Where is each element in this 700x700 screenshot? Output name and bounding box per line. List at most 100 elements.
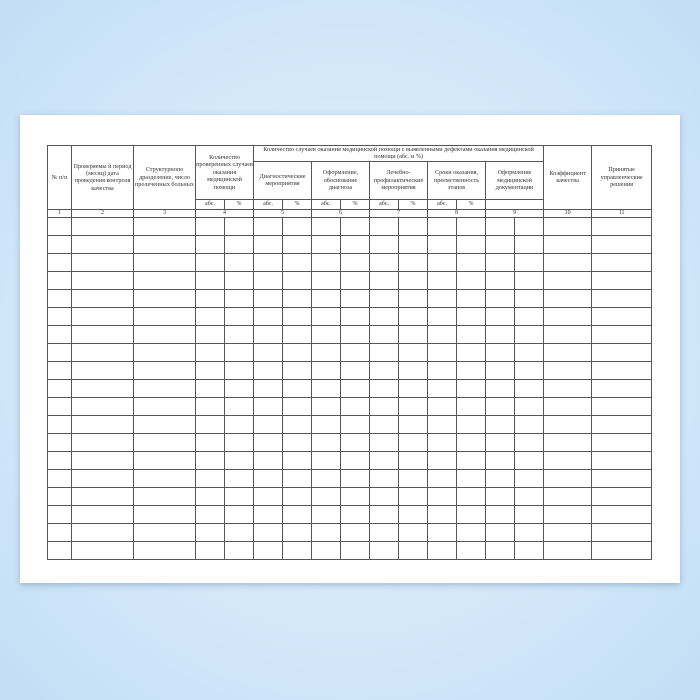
table-cell [47,468,72,488]
table-cell [369,252,400,272]
table-cell [311,504,342,524]
table-cell [543,522,593,542]
table-cell [591,396,653,416]
table-cell [456,342,487,362]
table-cell [71,414,134,434]
table-cell [253,540,284,560]
table-cell [591,252,653,272]
header-decisions: Принятые управленческие решения [591,145,653,210]
table-cell [195,468,225,488]
table-cell [398,234,429,254]
header-period: Проверяемы й период (месяц) дата проведе… [71,145,134,210]
table-cell [223,468,255,488]
table-cell [340,216,371,236]
table-row [47,324,653,344]
table-cell [133,252,196,272]
table-cell [485,396,516,416]
table-cell [71,216,134,236]
header-diagnosis: Оформление, обоснование диагноза [311,160,371,200]
table-cell [456,414,487,434]
column-number: 4 [194,208,255,218]
table-cell [195,216,225,236]
table-cell [427,306,458,326]
table-cell [398,306,429,326]
table-row [47,522,653,542]
table-cell [223,540,255,560]
header-pct: % [398,198,429,210]
table-cell [369,414,400,434]
table-cell [369,306,400,326]
table-cell [591,486,653,506]
table-cell [311,450,342,470]
table-cell [485,504,516,524]
table-cell [398,324,429,344]
table-cell [591,378,653,398]
table-cell [485,450,516,470]
header-pct: % [456,198,487,210]
table-cell [514,360,545,380]
table-row [47,450,653,470]
table-cell [223,342,255,362]
table-cell [369,360,400,380]
table-cell [311,306,342,326]
table-cell [427,216,458,236]
table-cell [427,414,458,434]
column-number: 5 [253,208,313,218]
header-number: № п/п [47,145,72,210]
table-cell [133,360,196,380]
table-cell [485,378,516,398]
table-cell [369,540,400,560]
table-cell [427,288,458,308]
table-cell [47,270,72,290]
table-cell [398,396,429,416]
table-cell [514,234,545,254]
table-cell [311,234,342,254]
table-cell [340,540,371,560]
table-cell [311,414,342,434]
table-cell [282,468,313,488]
table-cell [543,504,593,524]
table-cell [340,342,371,362]
table-cell [591,414,653,434]
table-cell [340,324,371,344]
table-cell [340,252,371,272]
table-cell [195,324,225,344]
header-pct: % [223,198,255,210]
table-cell [398,378,429,398]
table-cell [47,504,72,524]
table-cell [71,360,134,380]
table-cell [591,450,653,470]
column-number: 7 [369,208,429,218]
table-cell [223,306,255,326]
table-cell [398,252,429,272]
table-cell [543,216,593,236]
table-cell [253,504,284,524]
table-cell [282,324,313,344]
table-cell [223,270,255,290]
table-cell [543,342,593,362]
table-cell [485,216,516,236]
table-cell [253,468,284,488]
table-cell [133,342,196,362]
table-cell [47,360,72,380]
table-cell [369,450,400,470]
header-documentation: Оформление медицинской документации [485,160,545,200]
table-cell [71,540,134,560]
table-cell [282,450,313,470]
table-cell [456,396,487,416]
table-cell [133,540,196,560]
table-cell [543,486,593,506]
table-cell [133,504,196,524]
table-cell [47,252,72,272]
table-row [47,540,653,560]
table-cell [514,468,545,488]
table-cell [253,252,284,272]
table-cell [427,396,458,416]
table-row [47,252,653,272]
header-diagnostics: Диагностические мероприятия [253,160,313,200]
table-cell [543,324,593,344]
table-cell [311,486,342,506]
table-cell [340,468,371,488]
table-cell [340,378,371,398]
table-cell [398,540,429,560]
